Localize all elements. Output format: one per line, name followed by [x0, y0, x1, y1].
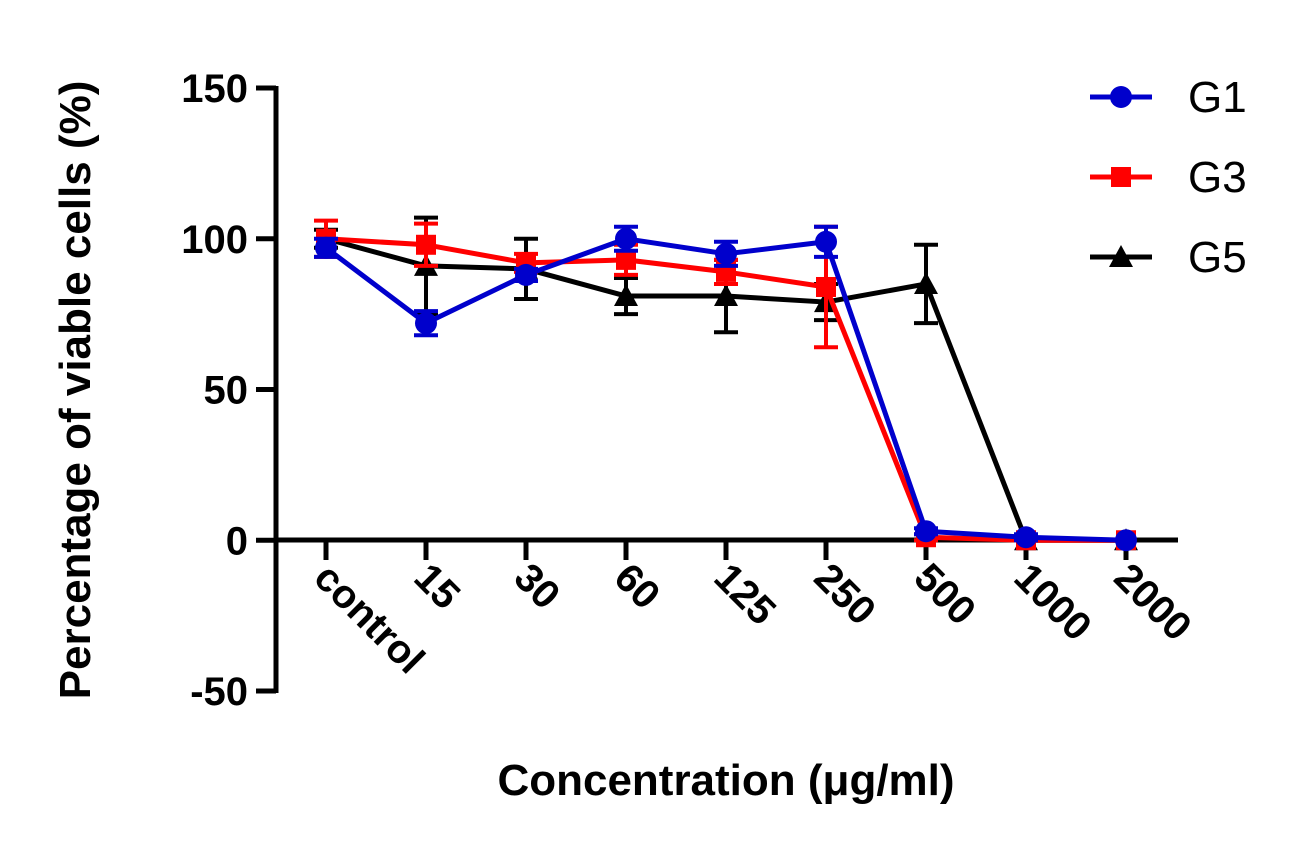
legend: G1 G3 G5 — [1090, 73, 1247, 282]
y-axis-title: Percentage of viable cells (%) — [51, 81, 100, 700]
x-tick-label: control — [306, 555, 433, 682]
data-point — [315, 236, 337, 259]
y-tick-label: 50 — [204, 369, 249, 413]
data-point — [1015, 526, 1037, 549]
legend-marker — [1110, 86, 1132, 108]
legend-label: G1 — [1188, 73, 1247, 122]
y-tick-label: 100 — [181, 218, 248, 262]
legend-item-G3: G3 — [1090, 153, 1247, 202]
data-point — [714, 284, 738, 307]
data-point — [416, 234, 436, 255]
x-tick-label: 30 — [506, 555, 569, 618]
x-tick-label: 2000 — [1106, 555, 1200, 649]
series-G1 — [314, 224, 1137, 552]
data-point — [1115, 529, 1137, 552]
legend-marker — [1111, 167, 1131, 187]
series-layer — [314, 215, 1138, 552]
x-tick-label: 125 — [706, 555, 784, 633]
data-point — [815, 230, 837, 253]
y-tick-label: 150 — [181, 67, 248, 111]
x-tick-label: 250 — [806, 555, 884, 633]
legend-label: G5 — [1188, 233, 1247, 282]
data-point — [715, 242, 737, 265]
x-tick-label: 1000 — [1006, 555, 1100, 649]
legend-item-G1: G1 — [1090, 73, 1247, 122]
data-point — [515, 263, 537, 286]
data-point — [914, 271, 938, 294]
data-point — [816, 276, 836, 297]
x-tick-label: 15 — [406, 555, 469, 618]
y-tick-label: 0 — [226, 519, 248, 563]
data-point — [614, 284, 638, 307]
data-point — [415, 312, 437, 335]
x-axis-title: Concentration (μg/ml) — [497, 756, 954, 805]
x-tick-label: 500 — [906, 555, 984, 633]
data-point — [915, 520, 937, 543]
data-point — [615, 227, 637, 250]
data-point — [616, 249, 636, 270]
legend-label: G3 — [1188, 153, 1247, 202]
legend-marker — [1109, 245, 1133, 267]
legend-item-G5: G5 — [1090, 233, 1247, 282]
y-tick-label: -50 — [190, 670, 248, 714]
x-tick-label: 60 — [606, 555, 669, 618]
